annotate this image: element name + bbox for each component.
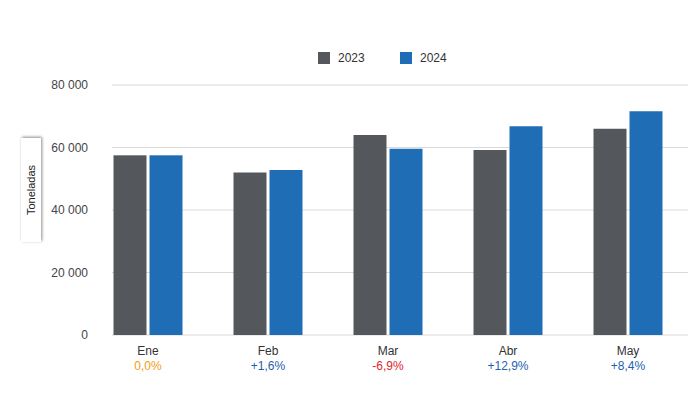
x-tick-label: Ene (137, 344, 159, 358)
y-axis-title: Toneladas (25, 164, 37, 215)
y-axis-title-box (21, 138, 41, 242)
change-annotation: +12,9% (487, 359, 528, 373)
legend-label: 2024 (420, 51, 447, 65)
x-tick-label: Feb (258, 344, 279, 358)
change-annotation: 0,0% (134, 359, 162, 373)
bar (354, 135, 387, 335)
y-tick-label: 40 000 (51, 203, 88, 217)
bar (150, 155, 183, 335)
y-axis-title-group: Toneladas (21, 138, 41, 242)
legend-label: 2023 (338, 51, 365, 65)
y-tick-label: 20 000 (51, 266, 88, 280)
bar (234, 173, 267, 336)
y-tick-label: 60 000 (51, 141, 88, 155)
x-tick-label: Mar (378, 344, 399, 358)
x-tick-label: May (617, 344, 640, 358)
change-annotation: +1,6% (251, 359, 286, 373)
bar (594, 129, 627, 335)
bar (114, 155, 147, 335)
legend-swatch (318, 52, 330, 64)
y-tick-label: 0 (81, 328, 88, 342)
bar (510, 126, 543, 335)
change-annotation: -6,9% (372, 359, 404, 373)
grid-line (112, 85, 688, 86)
y-tick-label: 80 000 (51, 78, 88, 92)
legend-swatch (400, 52, 412, 64)
bar (630, 111, 663, 335)
bar (474, 150, 507, 335)
x-tick-label: Abr (499, 344, 518, 358)
chart-container: 0 20 000 40 000 60 000 80 000 Toneladas Ene Feb… (0, 0, 700, 400)
change-annotation: +8,4% (611, 359, 646, 373)
bar (390, 149, 423, 335)
chart-svg: 0 20 000 40 000 60 000 80 000 Toneladas Ene Feb… (0, 0, 700, 400)
bars (114, 111, 663, 335)
bar (270, 170, 303, 335)
